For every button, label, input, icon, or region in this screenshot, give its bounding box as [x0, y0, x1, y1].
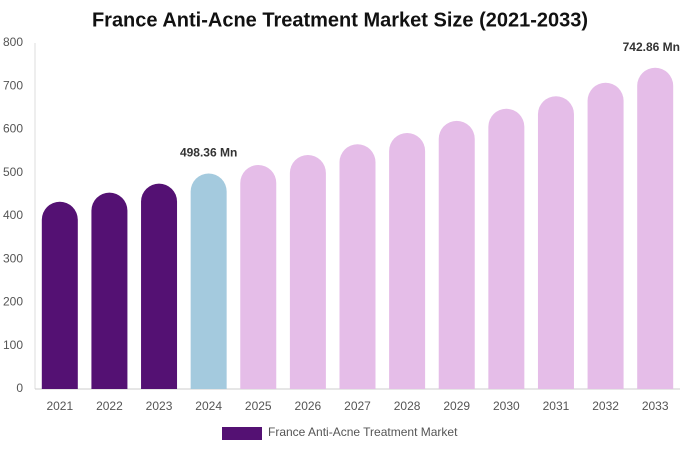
x-tick-label: 2027 [344, 399, 371, 413]
x-tick-label: 2022 [96, 399, 123, 413]
chart-title: France Anti-Acne Treatment Market Size (… [92, 9, 588, 31]
x-tick-label: 2023 [146, 399, 173, 413]
legend-swatch [222, 427, 262, 440]
x-tick-label: 2031 [543, 399, 570, 413]
y-tick-label: 300 [3, 251, 23, 265]
bar [587, 82, 624, 389]
bar [240, 164, 277, 389]
x-tick-label: 2026 [295, 399, 322, 413]
value-label: 742.86 Mn [623, 40, 680, 54]
y-tick-label: 800 [3, 35, 23, 49]
bar [438, 120, 475, 389]
y-tick-label: 100 [3, 338, 23, 352]
bar [141, 183, 178, 389]
bar [289, 155, 326, 389]
value-label: 498.36 Mn [180, 146, 237, 160]
bar [339, 144, 376, 389]
y-tick-label: 700 [3, 78, 23, 92]
bar [537, 96, 574, 389]
x-tick-label: 2021 [46, 399, 73, 413]
y-tick-label: 600 [3, 122, 23, 136]
bar [41, 201, 78, 389]
bar [190, 173, 227, 389]
x-tick-label: 2029 [443, 399, 470, 413]
y-tick-label: 400 [3, 208, 23, 222]
x-tick-label: 2024 [195, 399, 222, 413]
legend-label: France Anti-Acne Treatment Market [268, 425, 458, 439]
x-tick-label: 2030 [493, 399, 520, 413]
bar [389, 132, 426, 389]
bar [91, 192, 128, 389]
x-tick-label: 2028 [394, 399, 421, 413]
y-tick-label: 500 [3, 165, 23, 179]
x-tick-label: 2033 [642, 399, 669, 413]
bar [488, 108, 525, 389]
bar [637, 67, 674, 390]
x-tick-label: 2025 [245, 399, 272, 413]
y-tick-label: 200 [3, 295, 23, 309]
x-tick-label: 2032 [592, 399, 619, 413]
y-tick-label: 0 [16, 381, 23, 395]
